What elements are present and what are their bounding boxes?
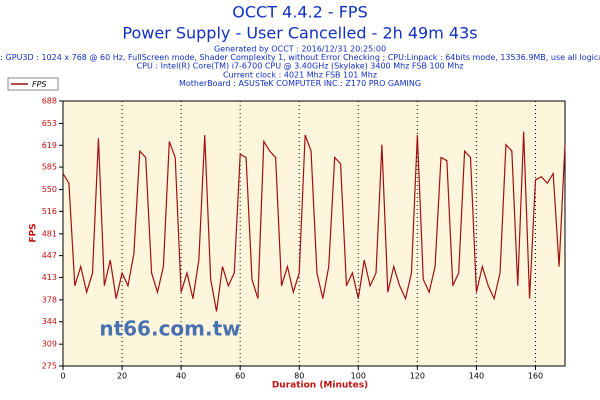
- x-tick-label: 80: [294, 372, 304, 381]
- x-axis-label: Duration (Minutes): [272, 381, 368, 391]
- x-tick-label: 140: [469, 372, 484, 381]
- y-tick-label: 653: [42, 119, 57, 128]
- y-tick-label: 516: [42, 207, 57, 216]
- x-tick-label: 20: [117, 372, 127, 381]
- y-tick-label: 309: [42, 340, 57, 349]
- chart-subtitle: Power Supply - User Cancelled - 2h 49m 4…: [122, 24, 477, 43]
- info-line: MotherBoard : ASUSTeK COMPUTER INC.: Z17…: [179, 79, 421, 88]
- x-tick-label: 100: [351, 372, 366, 381]
- x-tick-label: 120: [410, 372, 425, 381]
- info-line: Generated by OCCT : 2016/12/31 20:25:00: [214, 45, 386, 54]
- plot-area: [62, 100, 566, 367]
- series: [62, 131, 566, 312]
- watermark: nt66.com.tw: [99, 317, 240, 341]
- y-tick-label: 481: [42, 229, 57, 238]
- y-axis-label: FPS: [29, 223, 39, 242]
- info-line: Current clock : 4021 Mhz FSB 101 Mhz: [223, 70, 377, 79]
- info-line: fig : GPU3D : 1024 x 768 @ 60 Hz, FullSc…: [0, 53, 600, 62]
- y-tick-label: 619: [42, 141, 57, 150]
- x-tick-label: 160: [528, 372, 543, 381]
- x-tick-label: 40: [176, 372, 186, 381]
- x-tick-label: 0: [60, 372, 65, 381]
- series-line: [62, 131, 566, 312]
- y-tick-label: 275: [42, 362, 57, 371]
- y-tick-label: 378: [42, 295, 57, 304]
- y-tick-label: 447: [42, 251, 57, 260]
- legend: FPS: [7, 77, 59, 91]
- y-tick-label: 413: [42, 273, 57, 282]
- ticks: 0 20 40 60 80 100 120 140 160 275 309 344 378 413 447 4…: [42, 97, 543, 381]
- y-tick-label: 585: [42, 163, 57, 172]
- y-tick-label: 344: [42, 317, 57, 326]
- info-line: CPU : Intel(R) Core(TM) i7-6700 CPU @ 3.…: [137, 62, 464, 71]
- chart-title: OCCT 4.4.2 - FPS: [232, 3, 367, 22]
- grid: [62, 101, 536, 366]
- y-tick-label: 688: [42, 97, 57, 106]
- info-lines: Generated by OCCT : 2016/12/31 20:25:00f…: [0, 45, 600, 88]
- legend-label: FPS: [32, 80, 47, 89]
- x-tick-label: 60: [235, 372, 245, 381]
- y-tick-label: 550: [42, 185, 57, 194]
- legend-box: [7, 77, 59, 91]
